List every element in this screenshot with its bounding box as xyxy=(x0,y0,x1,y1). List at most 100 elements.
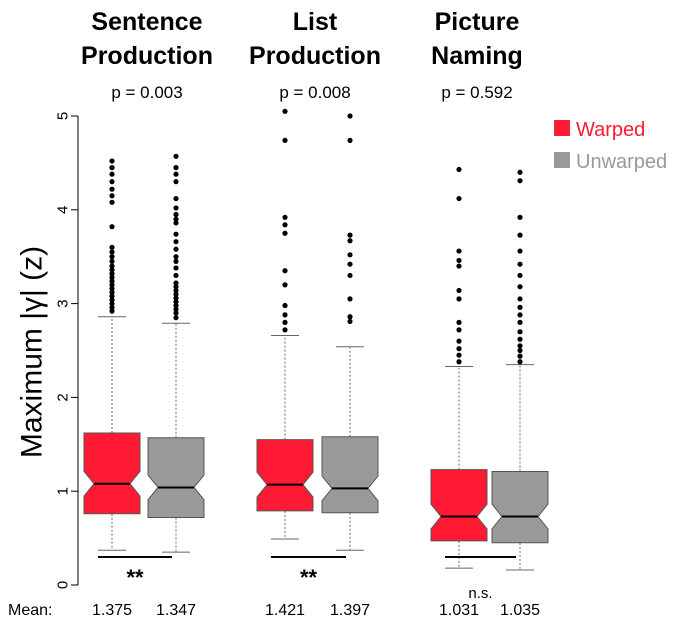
outlier-point xyxy=(456,296,462,302)
outlier-point xyxy=(173,205,179,211)
outlier-point xyxy=(456,195,462,202)
outlier-point xyxy=(173,310,179,316)
outlier-point xyxy=(517,248,523,254)
outlier-point xyxy=(173,211,179,218)
outlier-point xyxy=(456,287,462,294)
outlier-point xyxy=(109,289,115,295)
outlier-point xyxy=(109,301,115,307)
outlier-point xyxy=(282,302,288,309)
outlier-point xyxy=(347,252,353,258)
outlier-point xyxy=(347,272,353,279)
outlier-point xyxy=(109,308,115,314)
outlier-point xyxy=(109,254,115,260)
box-unwarped xyxy=(321,436,379,514)
outlier-point xyxy=(173,272,179,279)
box-unwarped xyxy=(147,437,205,518)
outlier-point xyxy=(109,199,115,205)
outlier-point xyxy=(347,137,353,143)
outlier-point xyxy=(347,113,353,119)
outlier-point xyxy=(282,222,288,228)
outlier-point xyxy=(173,306,179,312)
mean-value: 1.035 xyxy=(500,602,540,619)
significance-label: n.s. xyxy=(468,585,492,602)
outlier-point xyxy=(282,108,288,114)
outlier-point xyxy=(109,267,115,273)
y-tick-label: 0 xyxy=(55,581,72,589)
outlier-point xyxy=(173,265,179,271)
legend-label: Unwarped xyxy=(576,151,667,173)
legend-label: Warped xyxy=(576,119,645,141)
y-tick-label: 4 xyxy=(55,206,72,214)
outlier-point xyxy=(173,231,179,237)
outlier-point xyxy=(173,315,179,321)
outlier-point xyxy=(517,178,523,184)
outlier-point xyxy=(456,346,462,352)
box-warped xyxy=(256,439,314,512)
outlier-point xyxy=(456,352,462,358)
box-warped xyxy=(430,469,488,542)
outlier-point xyxy=(347,238,353,244)
outlier-point xyxy=(517,347,523,354)
outlier-point xyxy=(282,327,288,333)
mean-value: 1.421 xyxy=(265,602,305,619)
outlier-point xyxy=(456,338,462,344)
panel-title: Production xyxy=(249,42,381,70)
outlier-point xyxy=(517,304,523,310)
panel-title: Production xyxy=(81,42,213,70)
outlier-point xyxy=(347,296,353,302)
significance-label: ** xyxy=(126,565,144,590)
outlier-point xyxy=(517,169,523,175)
outlier-point xyxy=(109,278,115,284)
outlier-point xyxy=(173,299,179,305)
outlier-point xyxy=(456,248,462,254)
outlier-point xyxy=(109,186,115,192)
y-tick-label: 3 xyxy=(55,299,72,307)
legend-swatch xyxy=(554,120,570,136)
outlier-point xyxy=(456,257,462,264)
outlier-point xyxy=(109,293,115,299)
outlier-point xyxy=(109,164,115,171)
outlier-point xyxy=(456,319,462,325)
y-tick-label: 1 xyxy=(55,487,72,495)
outlier-point xyxy=(517,284,523,290)
y-tick-label: 5 xyxy=(55,112,72,120)
outlier-point xyxy=(347,232,353,238)
outlier-point xyxy=(173,179,179,185)
outlier-point xyxy=(456,263,462,269)
outlier-point xyxy=(347,318,353,325)
outlier-point xyxy=(173,254,179,260)
outlier-point xyxy=(109,274,115,280)
outlier-point xyxy=(109,193,115,199)
outlier-point xyxy=(109,285,115,292)
mean-label: Mean: xyxy=(8,602,52,619)
mean-value: 1.375 xyxy=(92,602,132,619)
significance-label: ** xyxy=(300,565,318,590)
outlier-point xyxy=(517,353,523,359)
outlier-point xyxy=(347,261,353,267)
outlier-point xyxy=(347,314,353,320)
p-value-label: p = 0.592 xyxy=(441,83,512,102)
outlier-point xyxy=(282,214,288,220)
outlier-point xyxy=(173,164,179,171)
box-unwarped xyxy=(491,471,549,544)
outlier-point xyxy=(109,263,115,269)
mean-value: 1.397 xyxy=(330,602,370,619)
outlier-point xyxy=(517,343,523,349)
box-warped xyxy=(83,432,141,515)
mean-value: 1.347 xyxy=(156,602,196,619)
y-axis-label: Maximum |γ| (z) xyxy=(16,246,49,458)
outlier-point xyxy=(173,258,179,264)
outlier-point xyxy=(173,220,179,226)
outlier-point xyxy=(517,214,523,220)
outlier-point xyxy=(517,232,523,238)
outlier-point xyxy=(173,246,179,252)
p-value-label: p = 0.003 xyxy=(111,83,182,102)
outlier-point xyxy=(456,359,462,365)
panel-title: Naming xyxy=(431,42,523,70)
outlier-point xyxy=(109,179,115,185)
outlier-point xyxy=(282,312,288,318)
p-value-label: p = 0.008 xyxy=(279,83,350,102)
outlier-point xyxy=(282,230,288,236)
outlier-point xyxy=(517,329,523,335)
